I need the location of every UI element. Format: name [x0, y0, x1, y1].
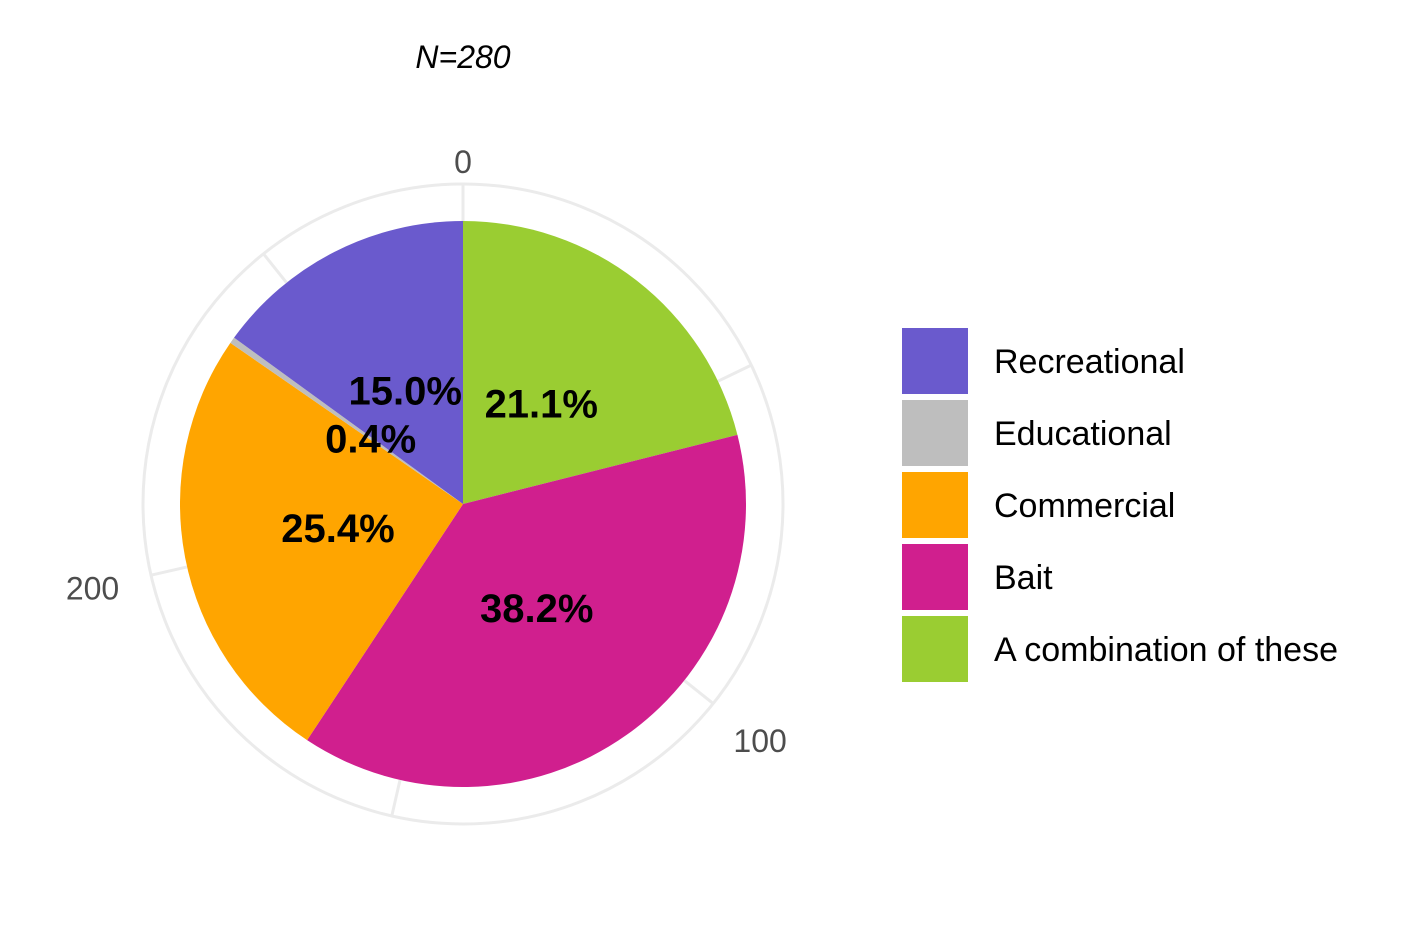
grid-spoke: [150, 565, 188, 577]
axis-tick-label: 100: [733, 723, 786, 759]
legend-label: Bait: [994, 559, 1053, 597]
pie-slice-2: [307, 434, 746, 787]
legend-swatch: [902, 472, 968, 538]
slice-percent-label: 38.2%: [480, 587, 593, 631]
legend-label: Commercial: [994, 487, 1175, 525]
slice-percent-label: 0.4%: [325, 417, 416, 461]
grid-spoke: [390, 779, 402, 817]
slice-percent-label: 25.4%: [281, 507, 394, 551]
legend-swatch: [902, 328, 968, 394]
legend: Recreational Educational Commercial Bait A c…: [902, 328, 1338, 682]
legend-swatch: [902, 400, 968, 466]
pie-slices: [180, 221, 746, 787]
pie-slice-3: [180, 342, 463, 741]
grid-spoke: [262, 252, 288, 284]
grid-spoke: [717, 363, 752, 383]
pie-slice-5: [234, 221, 463, 504]
legend-label: Recreational: [994, 343, 1185, 381]
axis-tick-label: 200: [66, 571, 119, 607]
slice-labels: 21.1% 38.2% 25.4% 0.4%15.0%: [281, 370, 598, 631]
legend-label: Educational: [994, 415, 1172, 453]
chart-title: N=280: [415, 39, 510, 75]
axis-ticks: 0 100 200: [66, 144, 787, 759]
legend-label: A combination of these: [994, 631, 1338, 669]
slice-percent-label: 15.0%: [348, 370, 461, 414]
axis-tick-label: 0: [454, 144, 472, 180]
legend-swatch: [902, 616, 968, 682]
pie-slice-4: [230, 337, 463, 504]
pie-slice-1: [463, 221, 738, 504]
slice-percent-label: 21.1%: [485, 383, 598, 427]
polar-grid: [141, 182, 785, 826]
grid-spoke: [683, 679, 715, 705]
legend-swatch: [902, 544, 968, 610]
